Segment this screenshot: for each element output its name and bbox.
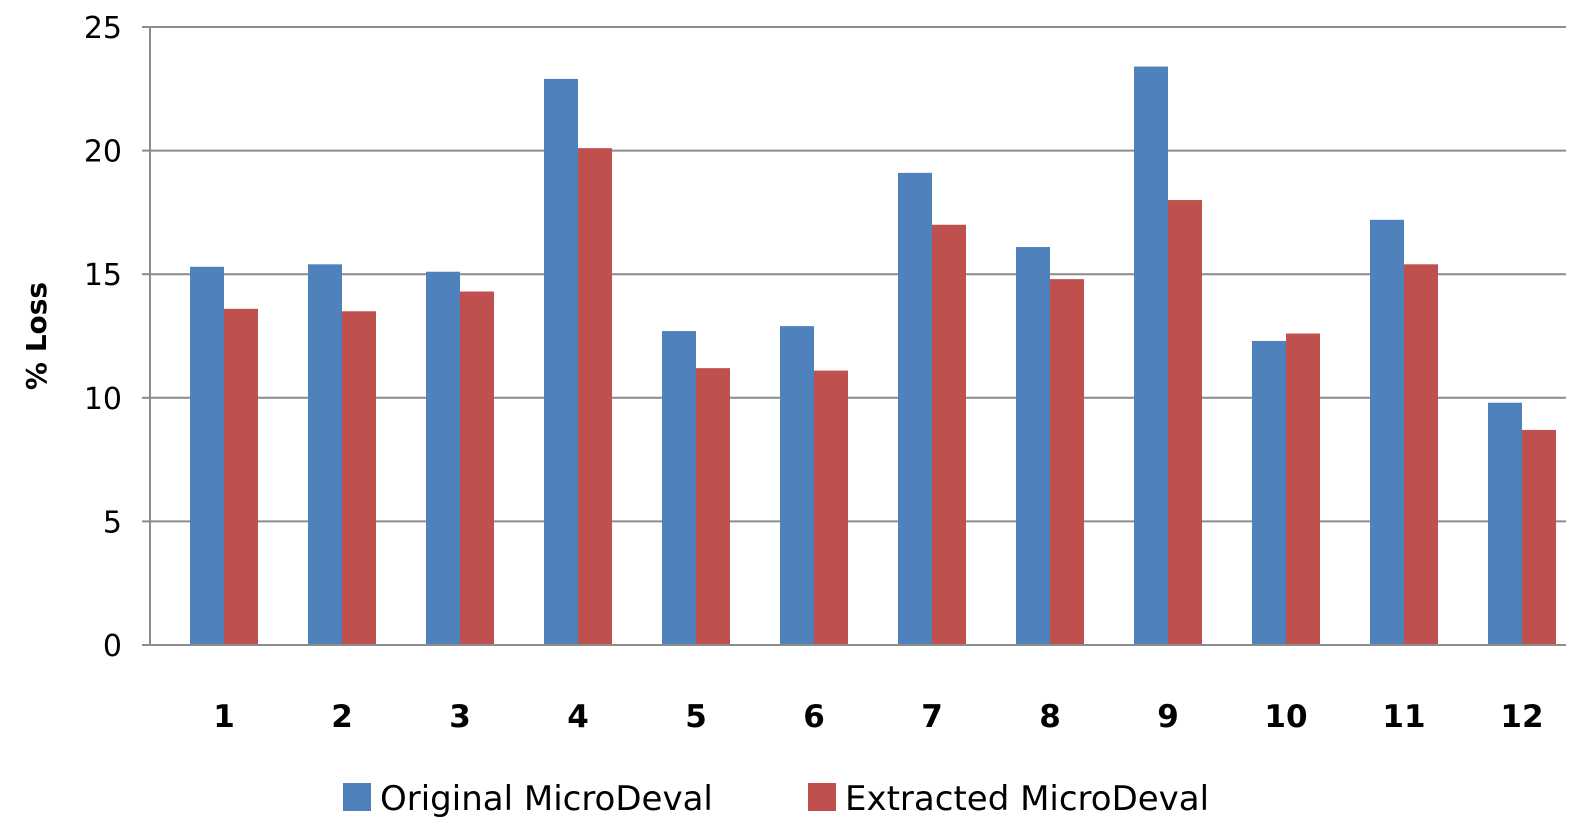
- legend-swatch: [808, 783, 836, 811]
- y-tick-label: 5: [103, 505, 122, 540]
- bar-original-12: [1488, 402, 1522, 645]
- bars: [190, 66, 1556, 646]
- bar-original-1: [190, 266, 224, 645]
- x-tick-label: 2: [331, 699, 353, 735]
- legend: Original MicroDeval Extracted MicroDeval: [343, 779, 1209, 819]
- x-tick-label: 5: [685, 699, 707, 735]
- bar-extracted-10: [1286, 333, 1320, 645]
- x-tick-label: 7: [921, 699, 943, 735]
- x-tick-label: 8: [1039, 699, 1061, 735]
- bar-extracted-2: [342, 311, 376, 645]
- y-tick-label: 25: [84, 11, 122, 46]
- x-tick-label: 3: [449, 699, 471, 735]
- x-tick-label: 12: [1500, 699, 1543, 735]
- bar-original-10: [1252, 340, 1286, 645]
- y-tick-label: 10: [84, 382, 122, 417]
- bar-original-8: [1016, 247, 1050, 645]
- legend-item: Extracted MicroDeval: [808, 779, 1209, 819]
- legend-item: Original MicroDeval: [343, 779, 713, 819]
- legend-swatch: [343, 783, 371, 811]
- bar-original-7: [898, 172, 932, 645]
- x-tick-label: 11: [1382, 699, 1425, 735]
- bar-original-9: [1134, 66, 1168, 645]
- legend-label: Extracted MicroDeval: [845, 779, 1209, 819]
- bar-extracted-1: [224, 308, 258, 645]
- bar-extracted-5: [696, 368, 730, 645]
- y-tick-label: 20: [84, 135, 122, 170]
- bar-original-6: [780, 326, 814, 645]
- x-tick-label: 9: [1157, 699, 1179, 735]
- axes: [142, 26, 1566, 646]
- y-tick-label: 0: [103, 629, 122, 664]
- bar-extracted-12: [1522, 429, 1556, 645]
- legend-label: Original MicroDeval: [380, 779, 713, 819]
- bar-extracted-3: [460, 291, 494, 645]
- bar-original-5: [662, 331, 696, 645]
- bar-extracted-9: [1168, 200, 1202, 646]
- bar-extracted-7: [932, 224, 966, 645]
- bar-extracted-8: [1050, 279, 1084, 645]
- gridlines: [150, 26, 1566, 523]
- y-axis-title: % Loss: [20, 282, 53, 390]
- bar-original-4: [544, 78, 578, 646]
- bar-extracted-6: [814, 370, 848, 645]
- x-tick-label: 6: [803, 699, 825, 735]
- x-tick-label: 4: [567, 699, 589, 735]
- x-tick-label: 10: [1264, 699, 1307, 735]
- bar-extracted-4: [578, 148, 612, 646]
- bar-original-2: [308, 264, 342, 645]
- bar-original-11: [1370, 219, 1404, 646]
- bar-extracted-11: [1404, 264, 1438, 645]
- x-tick-label: 1: [213, 699, 235, 735]
- bar-original-3: [426, 271, 460, 645]
- y-tick-label: 15: [84, 258, 122, 293]
